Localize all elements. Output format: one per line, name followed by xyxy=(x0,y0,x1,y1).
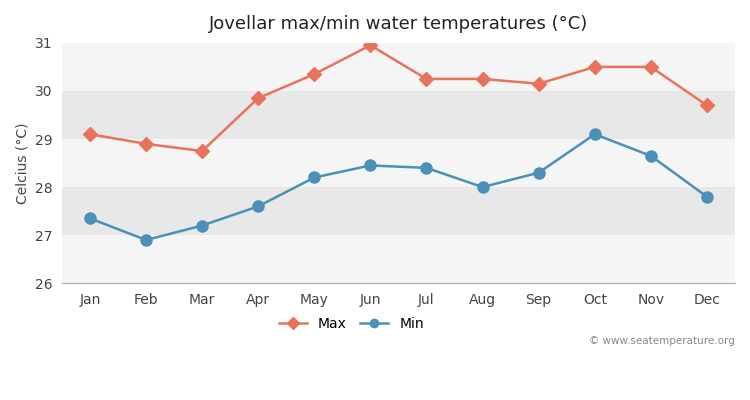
Bar xyxy=(62,187,735,235)
Legend: Max, Min: Max, Min xyxy=(273,311,430,336)
Text: © www.seatemperature.org: © www.seatemperature.org xyxy=(590,336,735,346)
Bar xyxy=(62,235,735,283)
Title: Jovellar max/min water temperatures (°C): Jovellar max/min water temperatures (°C) xyxy=(209,15,588,33)
Y-axis label: Celcius (°C): Celcius (°C) xyxy=(15,122,29,204)
Bar xyxy=(62,91,735,139)
Bar xyxy=(62,139,735,187)
Bar xyxy=(62,43,735,91)
